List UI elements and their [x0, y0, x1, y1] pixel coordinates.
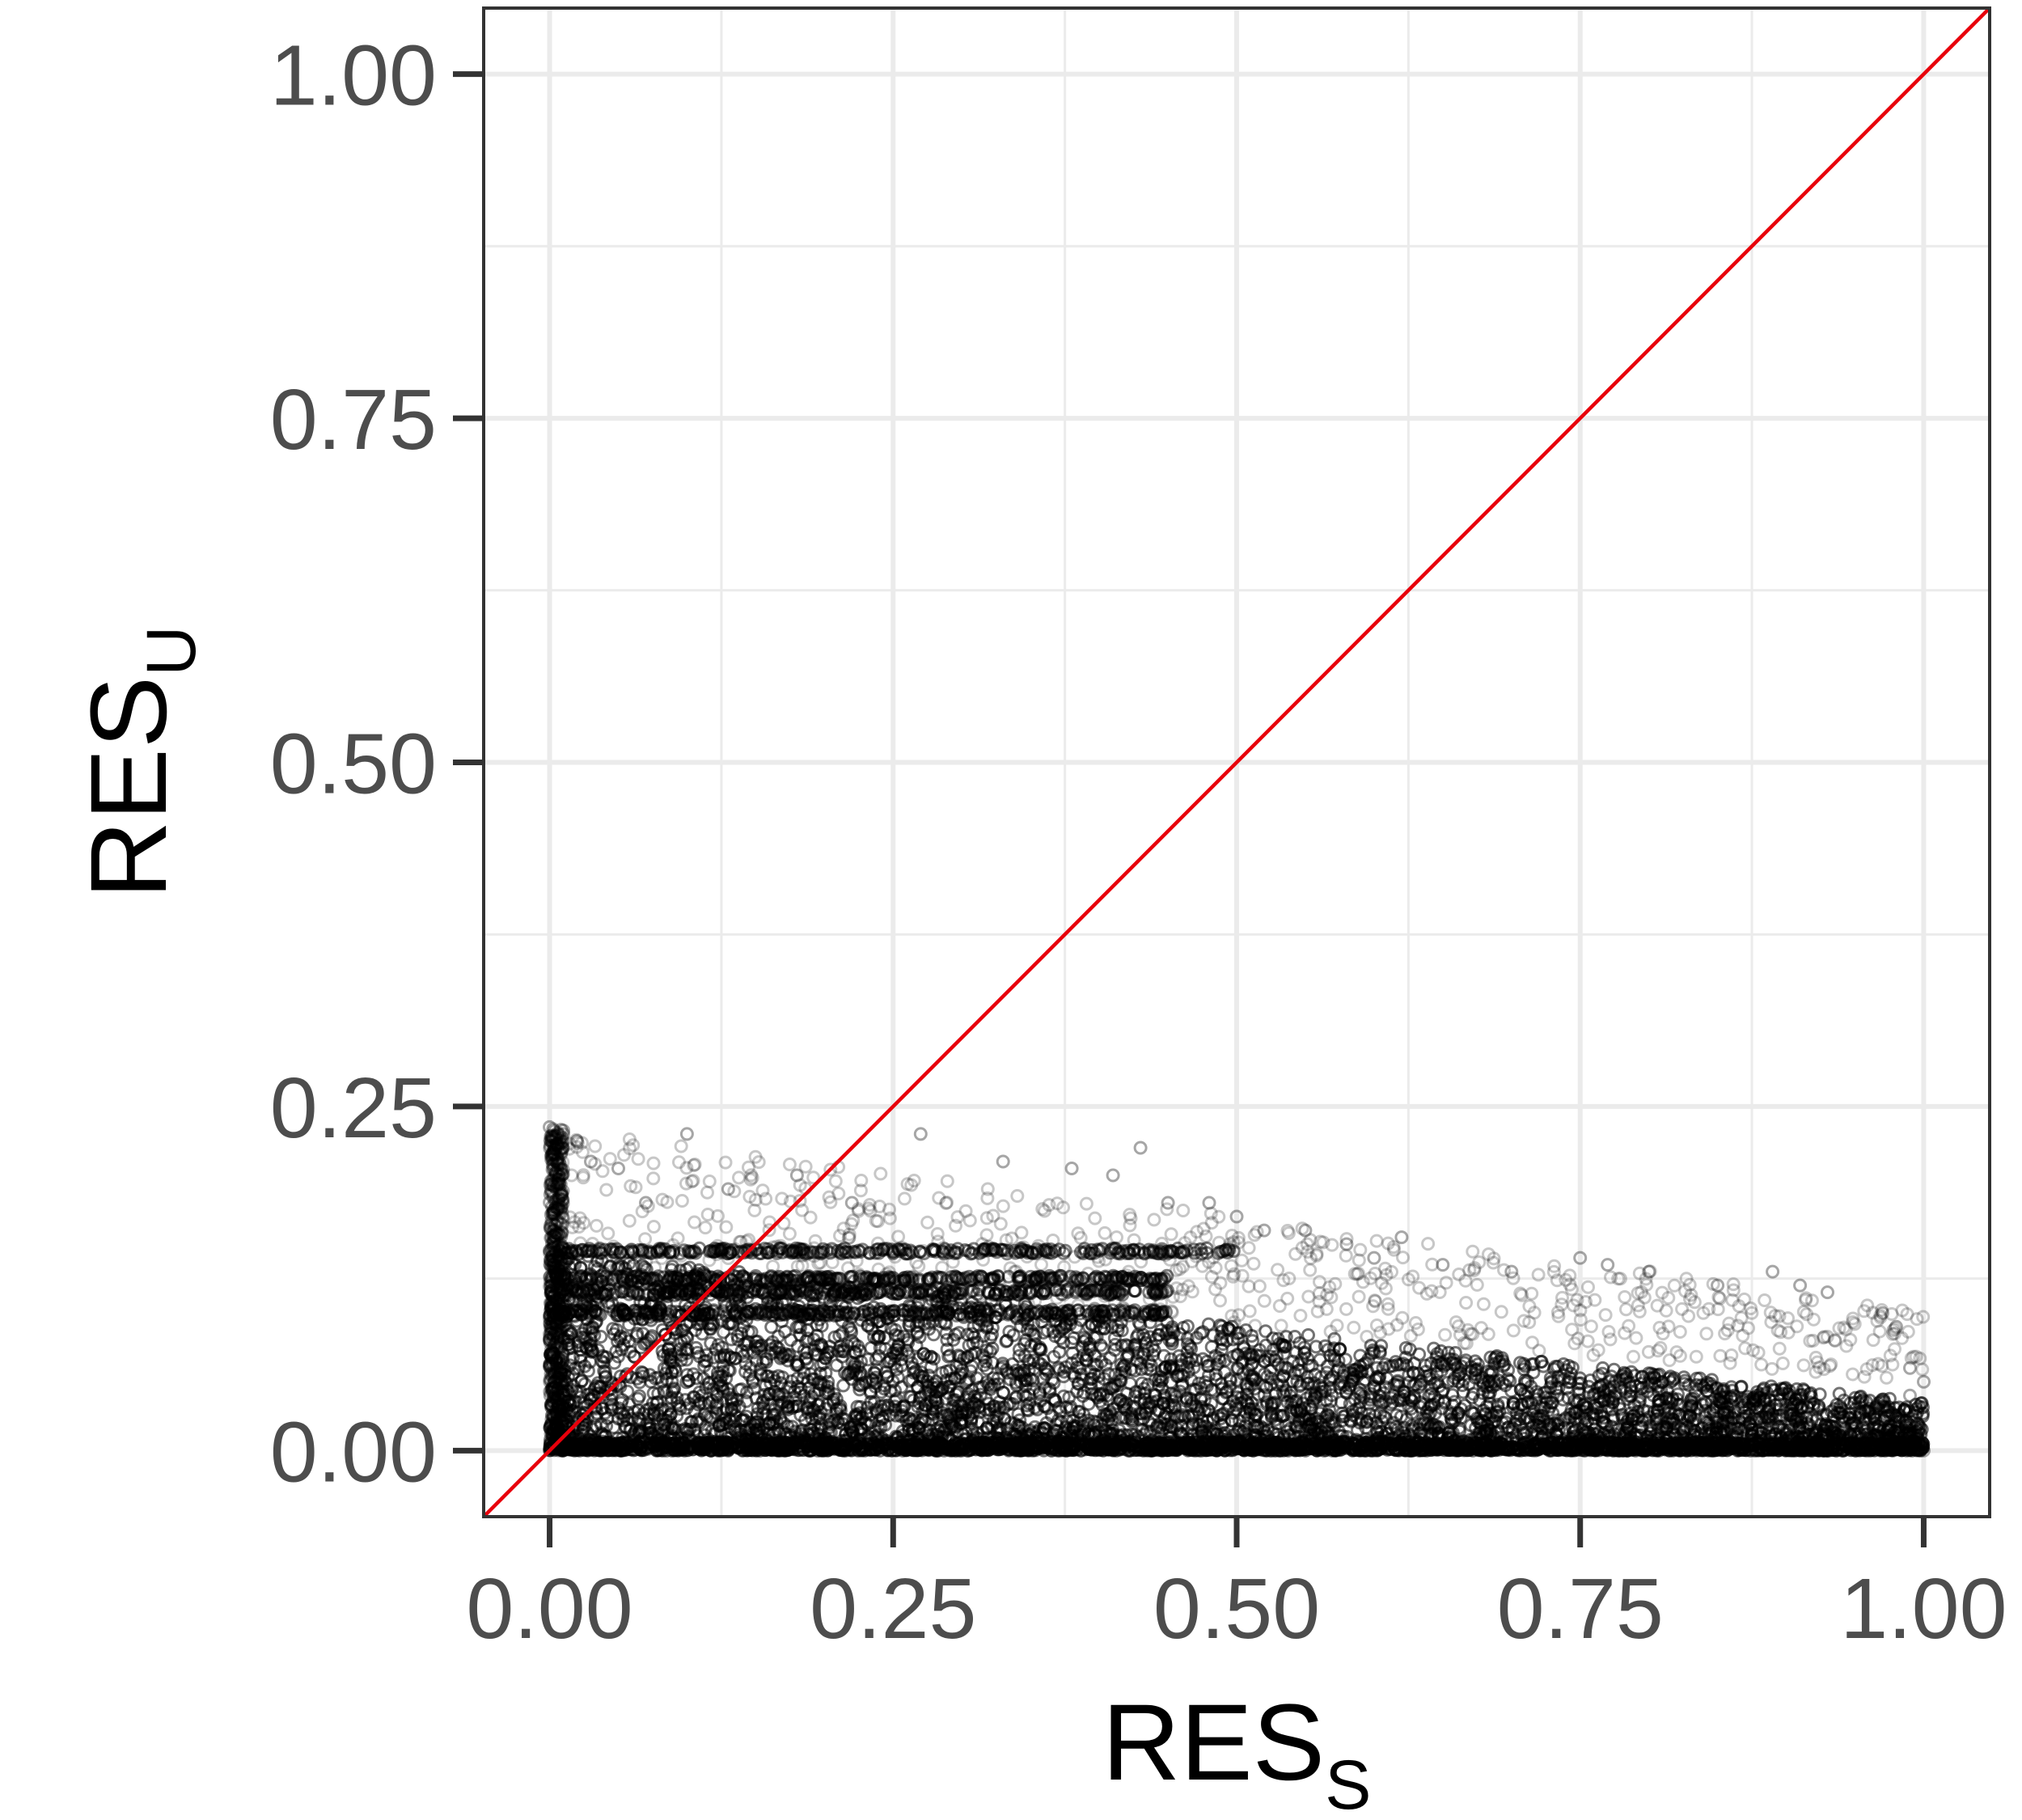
data-point [1115, 1323, 1129, 1338]
data-points [543, 1120, 1931, 1458]
data-point [1313, 1352, 1327, 1367]
data-point [574, 1373, 589, 1388]
data-point [711, 1338, 725, 1352]
data-point [1327, 1331, 1342, 1346]
data-point [1258, 1324, 1273, 1339]
data-point [836, 1378, 851, 1393]
data-point [1412, 1347, 1427, 1361]
data-point [1373, 1346, 1387, 1361]
data-point [1245, 1329, 1259, 1343]
data-point [702, 1395, 717, 1410]
data-point [1301, 1328, 1315, 1342]
